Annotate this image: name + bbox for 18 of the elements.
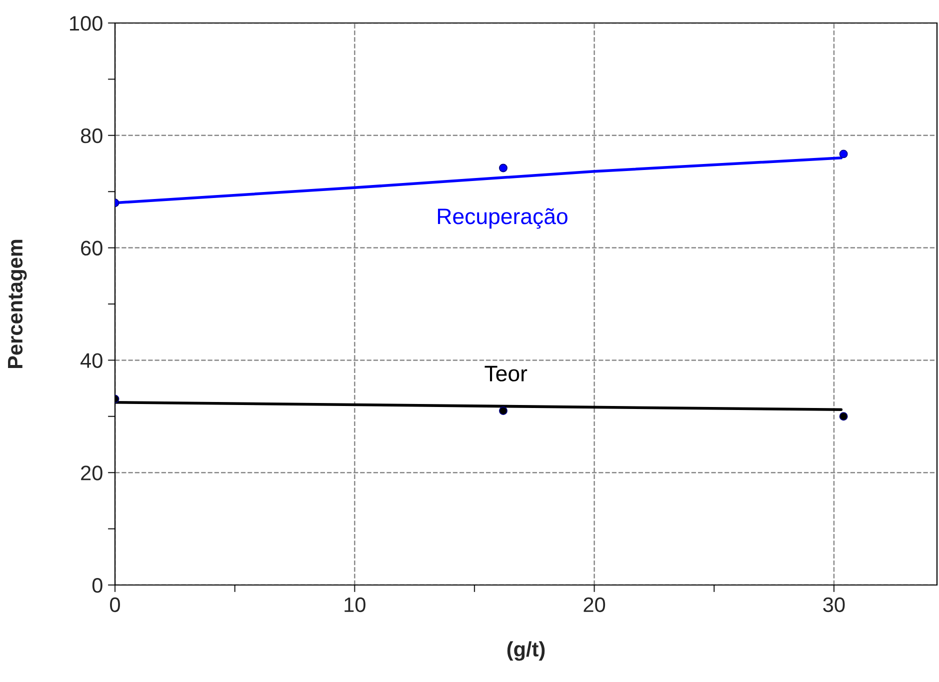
y-axis-title: Percentagem bbox=[8, 240, 27, 368]
x-tick-label: 20 bbox=[584, 597, 606, 612]
point bbox=[498, 164, 508, 172]
x-axis-title: (g/t) bbox=[507, 641, 545, 661]
y-tick-label: 60 bbox=[81, 240, 102, 256]
y-tick-label: 100 bbox=[70, 16, 102, 31]
point bbox=[498, 406, 508, 416]
annotation: Recuperação bbox=[438, 208, 568, 229]
y-tick-label: 0 bbox=[92, 578, 102, 593]
annotation: Teor bbox=[484, 366, 528, 382]
point bbox=[839, 412, 848, 421]
x-tick-label: 10 bbox=[344, 597, 366, 612]
point bbox=[839, 150, 848, 158]
x-tick-label: 30 bbox=[823, 597, 845, 612]
y-tick-label: 20 bbox=[81, 466, 102, 480]
x-tick-label: 0 bbox=[110, 597, 120, 612]
y-tick-label: 80 bbox=[80, 128, 102, 144]
y-tick-label: 40 bbox=[80, 353, 102, 368]
